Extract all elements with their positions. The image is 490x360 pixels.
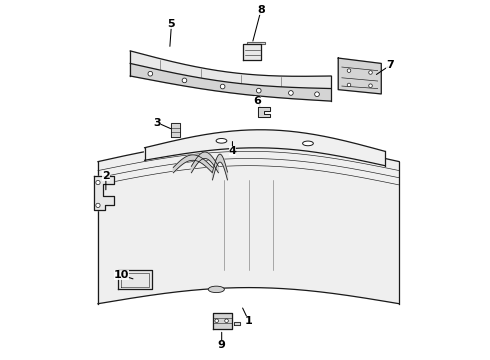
Circle shape: [368, 71, 372, 74]
Polygon shape: [118, 270, 152, 289]
Text: 4: 4: [228, 146, 236, 156]
Text: 2: 2: [102, 171, 110, 181]
Text: 9: 9: [218, 340, 225, 350]
Text: 10: 10: [114, 270, 129, 280]
Polygon shape: [98, 140, 399, 304]
Ellipse shape: [216, 139, 227, 143]
Polygon shape: [243, 44, 261, 60]
Circle shape: [256, 88, 261, 93]
Circle shape: [315, 92, 319, 96]
Polygon shape: [234, 321, 240, 325]
Polygon shape: [145, 130, 385, 166]
Polygon shape: [213, 154, 227, 180]
Polygon shape: [213, 313, 232, 329]
Circle shape: [289, 91, 293, 95]
Polygon shape: [173, 155, 213, 173]
Polygon shape: [247, 42, 265, 44]
Circle shape: [182, 78, 187, 83]
Text: 6: 6: [254, 96, 262, 106]
Circle shape: [220, 84, 225, 89]
Circle shape: [368, 84, 372, 87]
Polygon shape: [338, 58, 381, 94]
Circle shape: [347, 69, 351, 72]
Text: 5: 5: [168, 19, 175, 29]
Circle shape: [225, 319, 228, 323]
Polygon shape: [192, 152, 219, 173]
Ellipse shape: [208, 286, 224, 293]
Ellipse shape: [303, 141, 313, 146]
Circle shape: [96, 203, 100, 207]
Polygon shape: [172, 123, 180, 137]
Circle shape: [148, 71, 153, 76]
Polygon shape: [258, 107, 270, 117]
Text: 7: 7: [386, 60, 394, 70]
Circle shape: [215, 319, 219, 323]
Polygon shape: [130, 63, 331, 101]
Polygon shape: [95, 176, 114, 211]
Circle shape: [347, 83, 351, 87]
Text: 3: 3: [153, 118, 161, 128]
Text: 8: 8: [257, 5, 265, 15]
Polygon shape: [130, 51, 331, 89]
Text: 1: 1: [245, 316, 252, 325]
Circle shape: [96, 180, 100, 185]
